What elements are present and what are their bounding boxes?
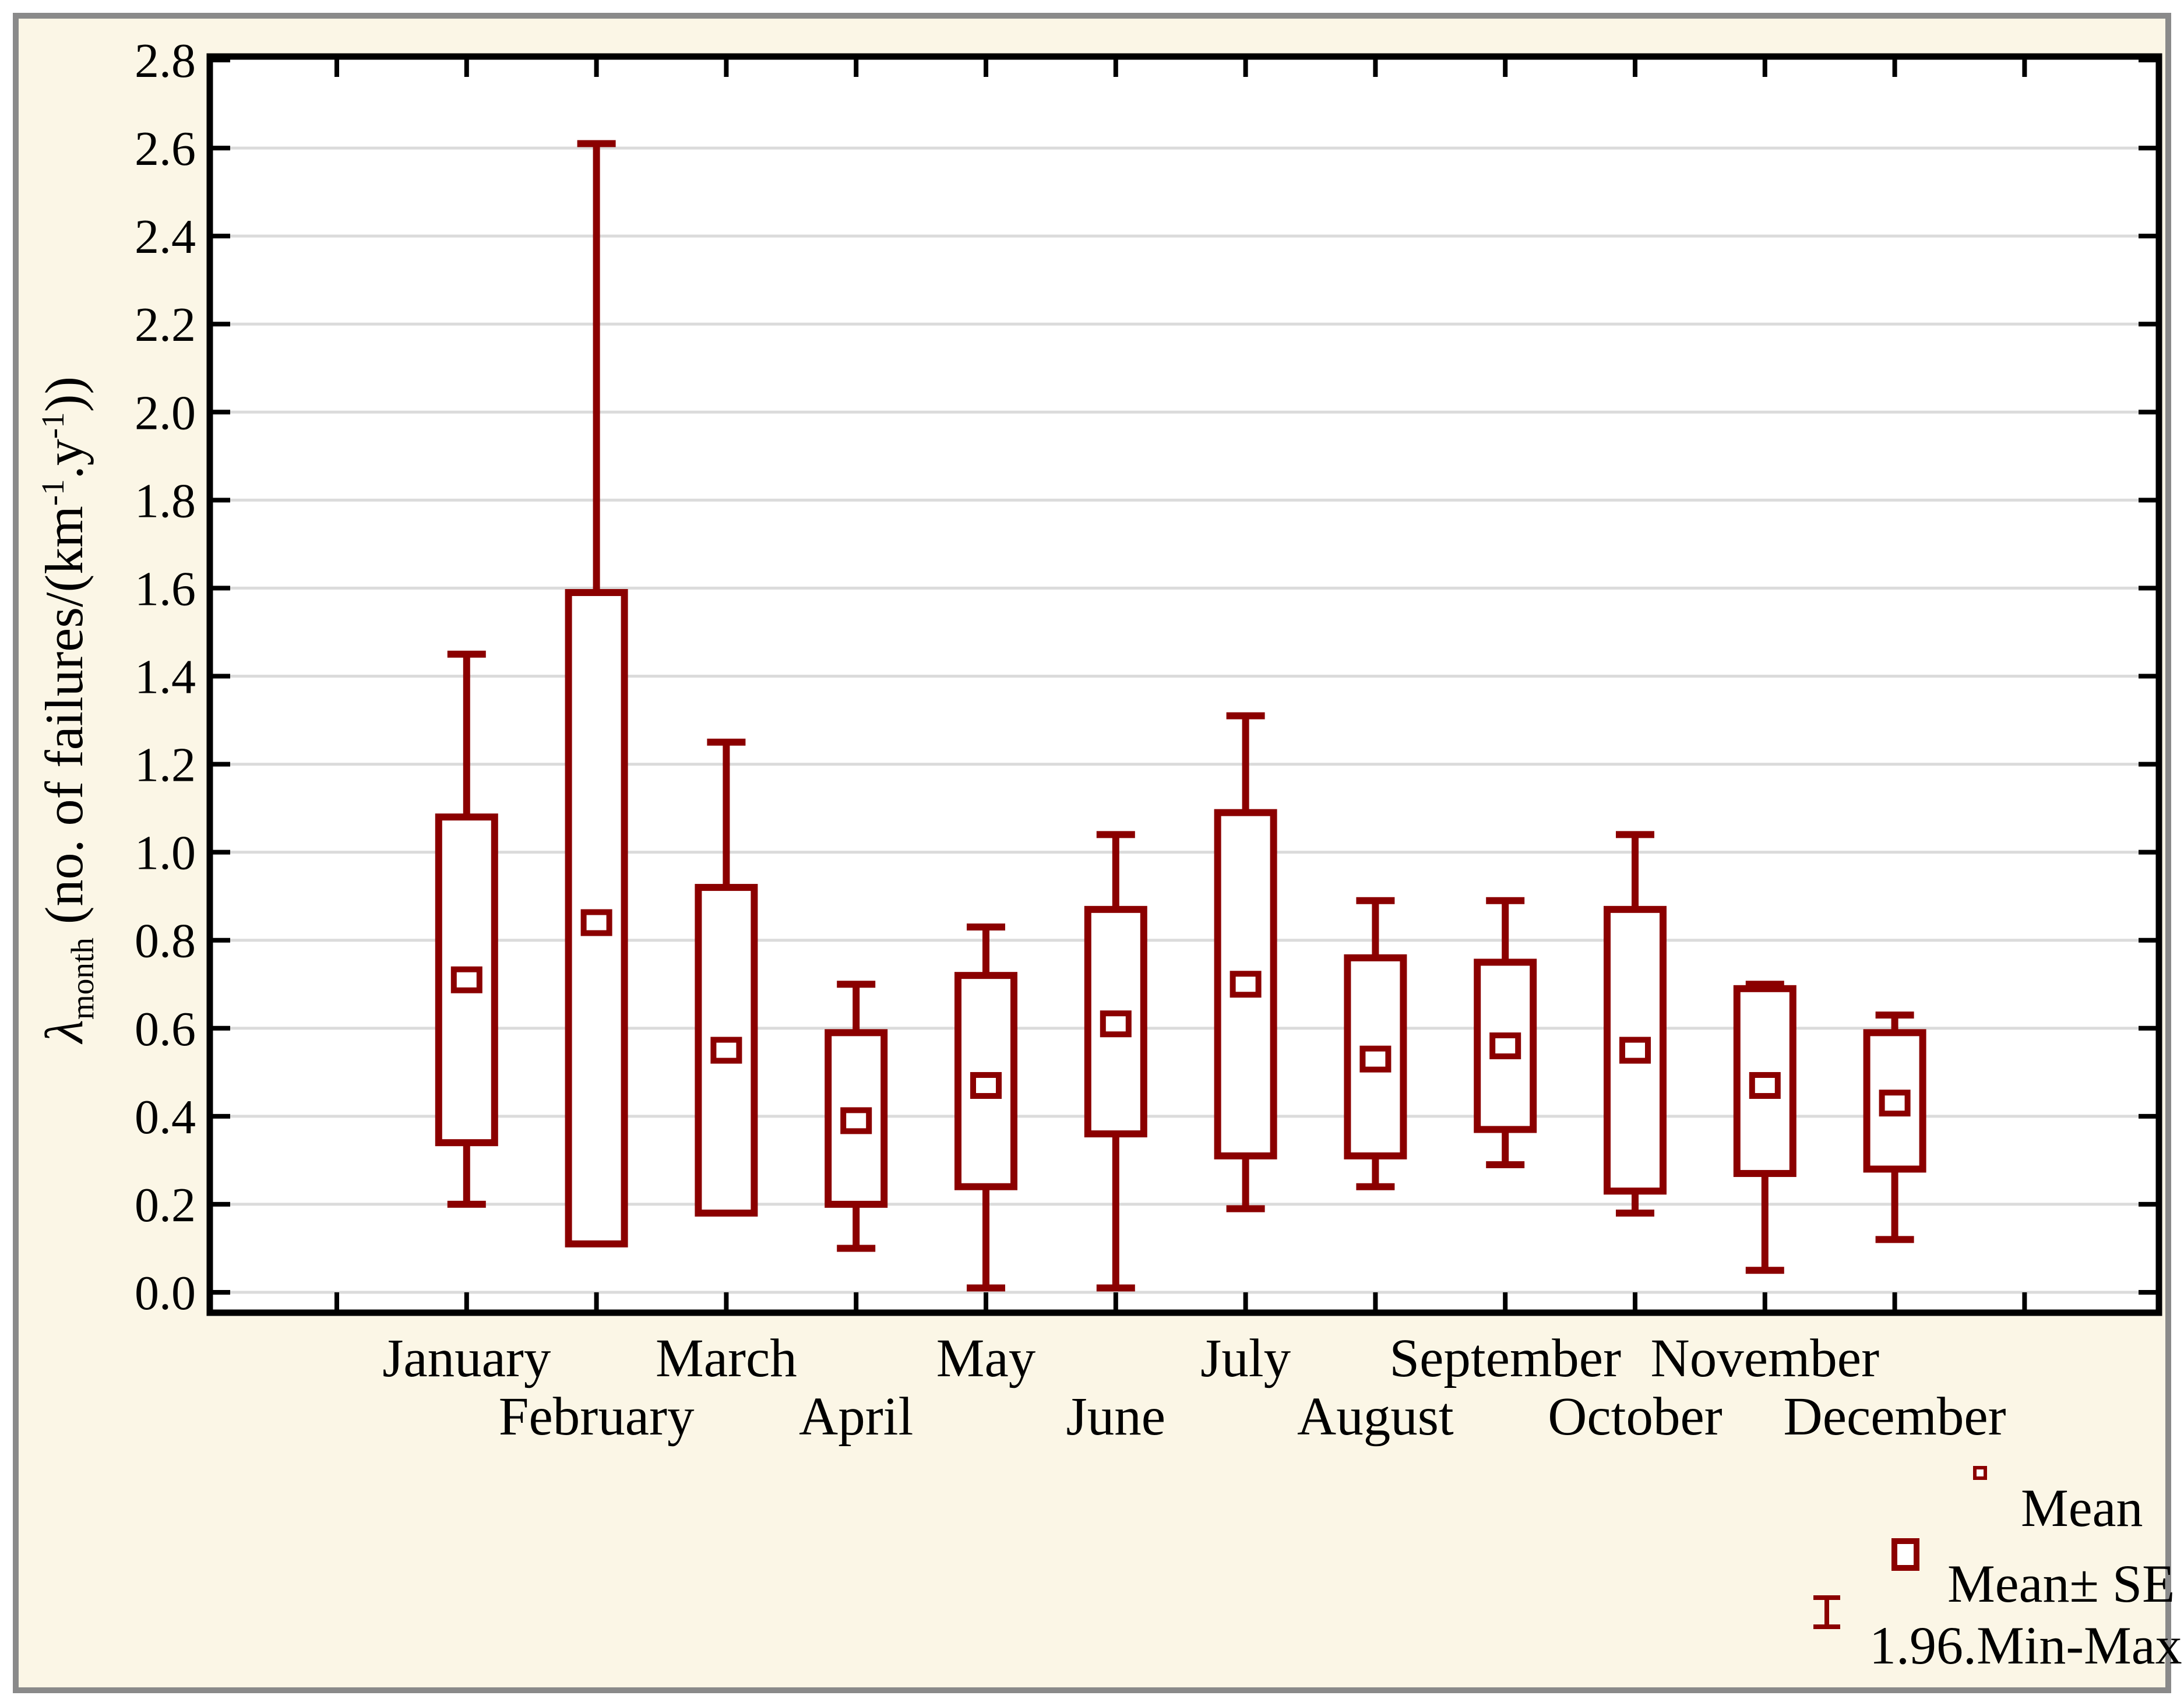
y-axis-title: λmonth (no. of failures/(km-1.y-1)) bbox=[33, 376, 101, 1043]
mean-marker-icon bbox=[1973, 1466, 1987, 1480]
x-label-june: June bbox=[1066, 1387, 1165, 1447]
se-box-september bbox=[1474, 958, 1537, 1133]
x-label-december: December bbox=[1784, 1387, 2006, 1447]
y-tick-label-0.8: 0.8 bbox=[135, 914, 196, 968]
mean-marker-april bbox=[840, 1107, 872, 1134]
plot-frame bbox=[206, 53, 2162, 1316]
x-label-march: March bbox=[656, 1328, 797, 1388]
plot-background bbox=[210, 57, 2159, 1313]
y-axis-title-subscript: month bbox=[65, 937, 101, 1020]
y-tick-label-0.2: 0.2 bbox=[135, 1178, 196, 1232]
mean-marker-september bbox=[1489, 1032, 1521, 1059]
y-tick-label-2.8: 2.8 bbox=[135, 34, 196, 88]
y-axis-title-text3: )) bbox=[34, 376, 94, 413]
legend-item-mean: Mean bbox=[1973, 1466, 2143, 1535]
legend-label-mean-se: Mean± SE bbox=[1947, 1554, 2175, 1613]
mean-se-box-icon bbox=[1891, 1538, 1919, 1571]
x-label-july: July bbox=[1200, 1328, 1291, 1388]
y-tick-label-1.8: 1.8 bbox=[135, 474, 196, 528]
y-tick-label-2.2: 2.2 bbox=[135, 298, 196, 352]
x-label-april: April bbox=[799, 1387, 913, 1447]
y-tick-label-0.6: 0.6 bbox=[135, 1002, 196, 1056]
legend-item-mean-se: Mean± SE bbox=[1891, 1538, 2175, 1610]
mean-marker-november bbox=[1749, 1071, 1781, 1099]
y-tick-label-2.6: 2.6 bbox=[135, 122, 196, 176]
y-axis-title-sup2: -1 bbox=[35, 412, 71, 439]
mean-marker-june bbox=[1100, 1010, 1132, 1038]
x-label-september: September bbox=[1389, 1328, 1621, 1388]
mean-marker-december bbox=[1879, 1090, 1911, 1117]
mean-marker-august bbox=[1359, 1045, 1392, 1073]
y-axis-title-lambda: λ bbox=[34, 1020, 94, 1044]
legend-item-min-max: 1.96.Min-Max bbox=[1813, 1595, 2182, 1672]
y-tick-label-2.4: 2.4 bbox=[135, 210, 196, 264]
y-tick-label-1.6: 1.6 bbox=[135, 562, 196, 616]
min-max-whisker-icon bbox=[1813, 1595, 1840, 1629]
x-label-november: November bbox=[1651, 1328, 1880, 1388]
y-tick-label-0.4: 0.4 bbox=[135, 1090, 196, 1144]
y-tick-label-1.4: 1.4 bbox=[135, 650, 196, 704]
y-tick-label-1.0: 1.0 bbox=[135, 826, 196, 880]
y-tick-label-1.2: 1.2 bbox=[135, 738, 196, 792]
x-label-may: May bbox=[936, 1328, 1036, 1388]
x-label-august: August bbox=[1297, 1387, 1454, 1447]
y-axis-title-sup1: -1 bbox=[35, 479, 71, 506]
mean-marker-october bbox=[1619, 1037, 1651, 1064]
mean-marker-may bbox=[970, 1071, 1002, 1099]
legend-label-mean: Mean bbox=[2021, 1478, 2143, 1538]
x-label-october: October bbox=[1548, 1387, 1722, 1447]
mean-marker-march bbox=[710, 1037, 742, 1064]
legend-label-min-max: 1.96.Min-Max bbox=[1869, 1616, 2182, 1675]
y-tick-label-0.0: 0.0 bbox=[135, 1266, 196, 1320]
mean-marker-january bbox=[450, 966, 482, 993]
x-label-january: January bbox=[382, 1328, 551, 1388]
mean-marker-july bbox=[1230, 971, 1262, 998]
mean-marker-february bbox=[580, 909, 612, 936]
y-axis-title-text: (no. of failures/(km bbox=[34, 506, 94, 938]
y-axis-title-text2: .y bbox=[34, 439, 94, 480]
x-label-february: February bbox=[499, 1387, 695, 1447]
y-tick-label-2.0: 2.0 bbox=[135, 386, 196, 440]
